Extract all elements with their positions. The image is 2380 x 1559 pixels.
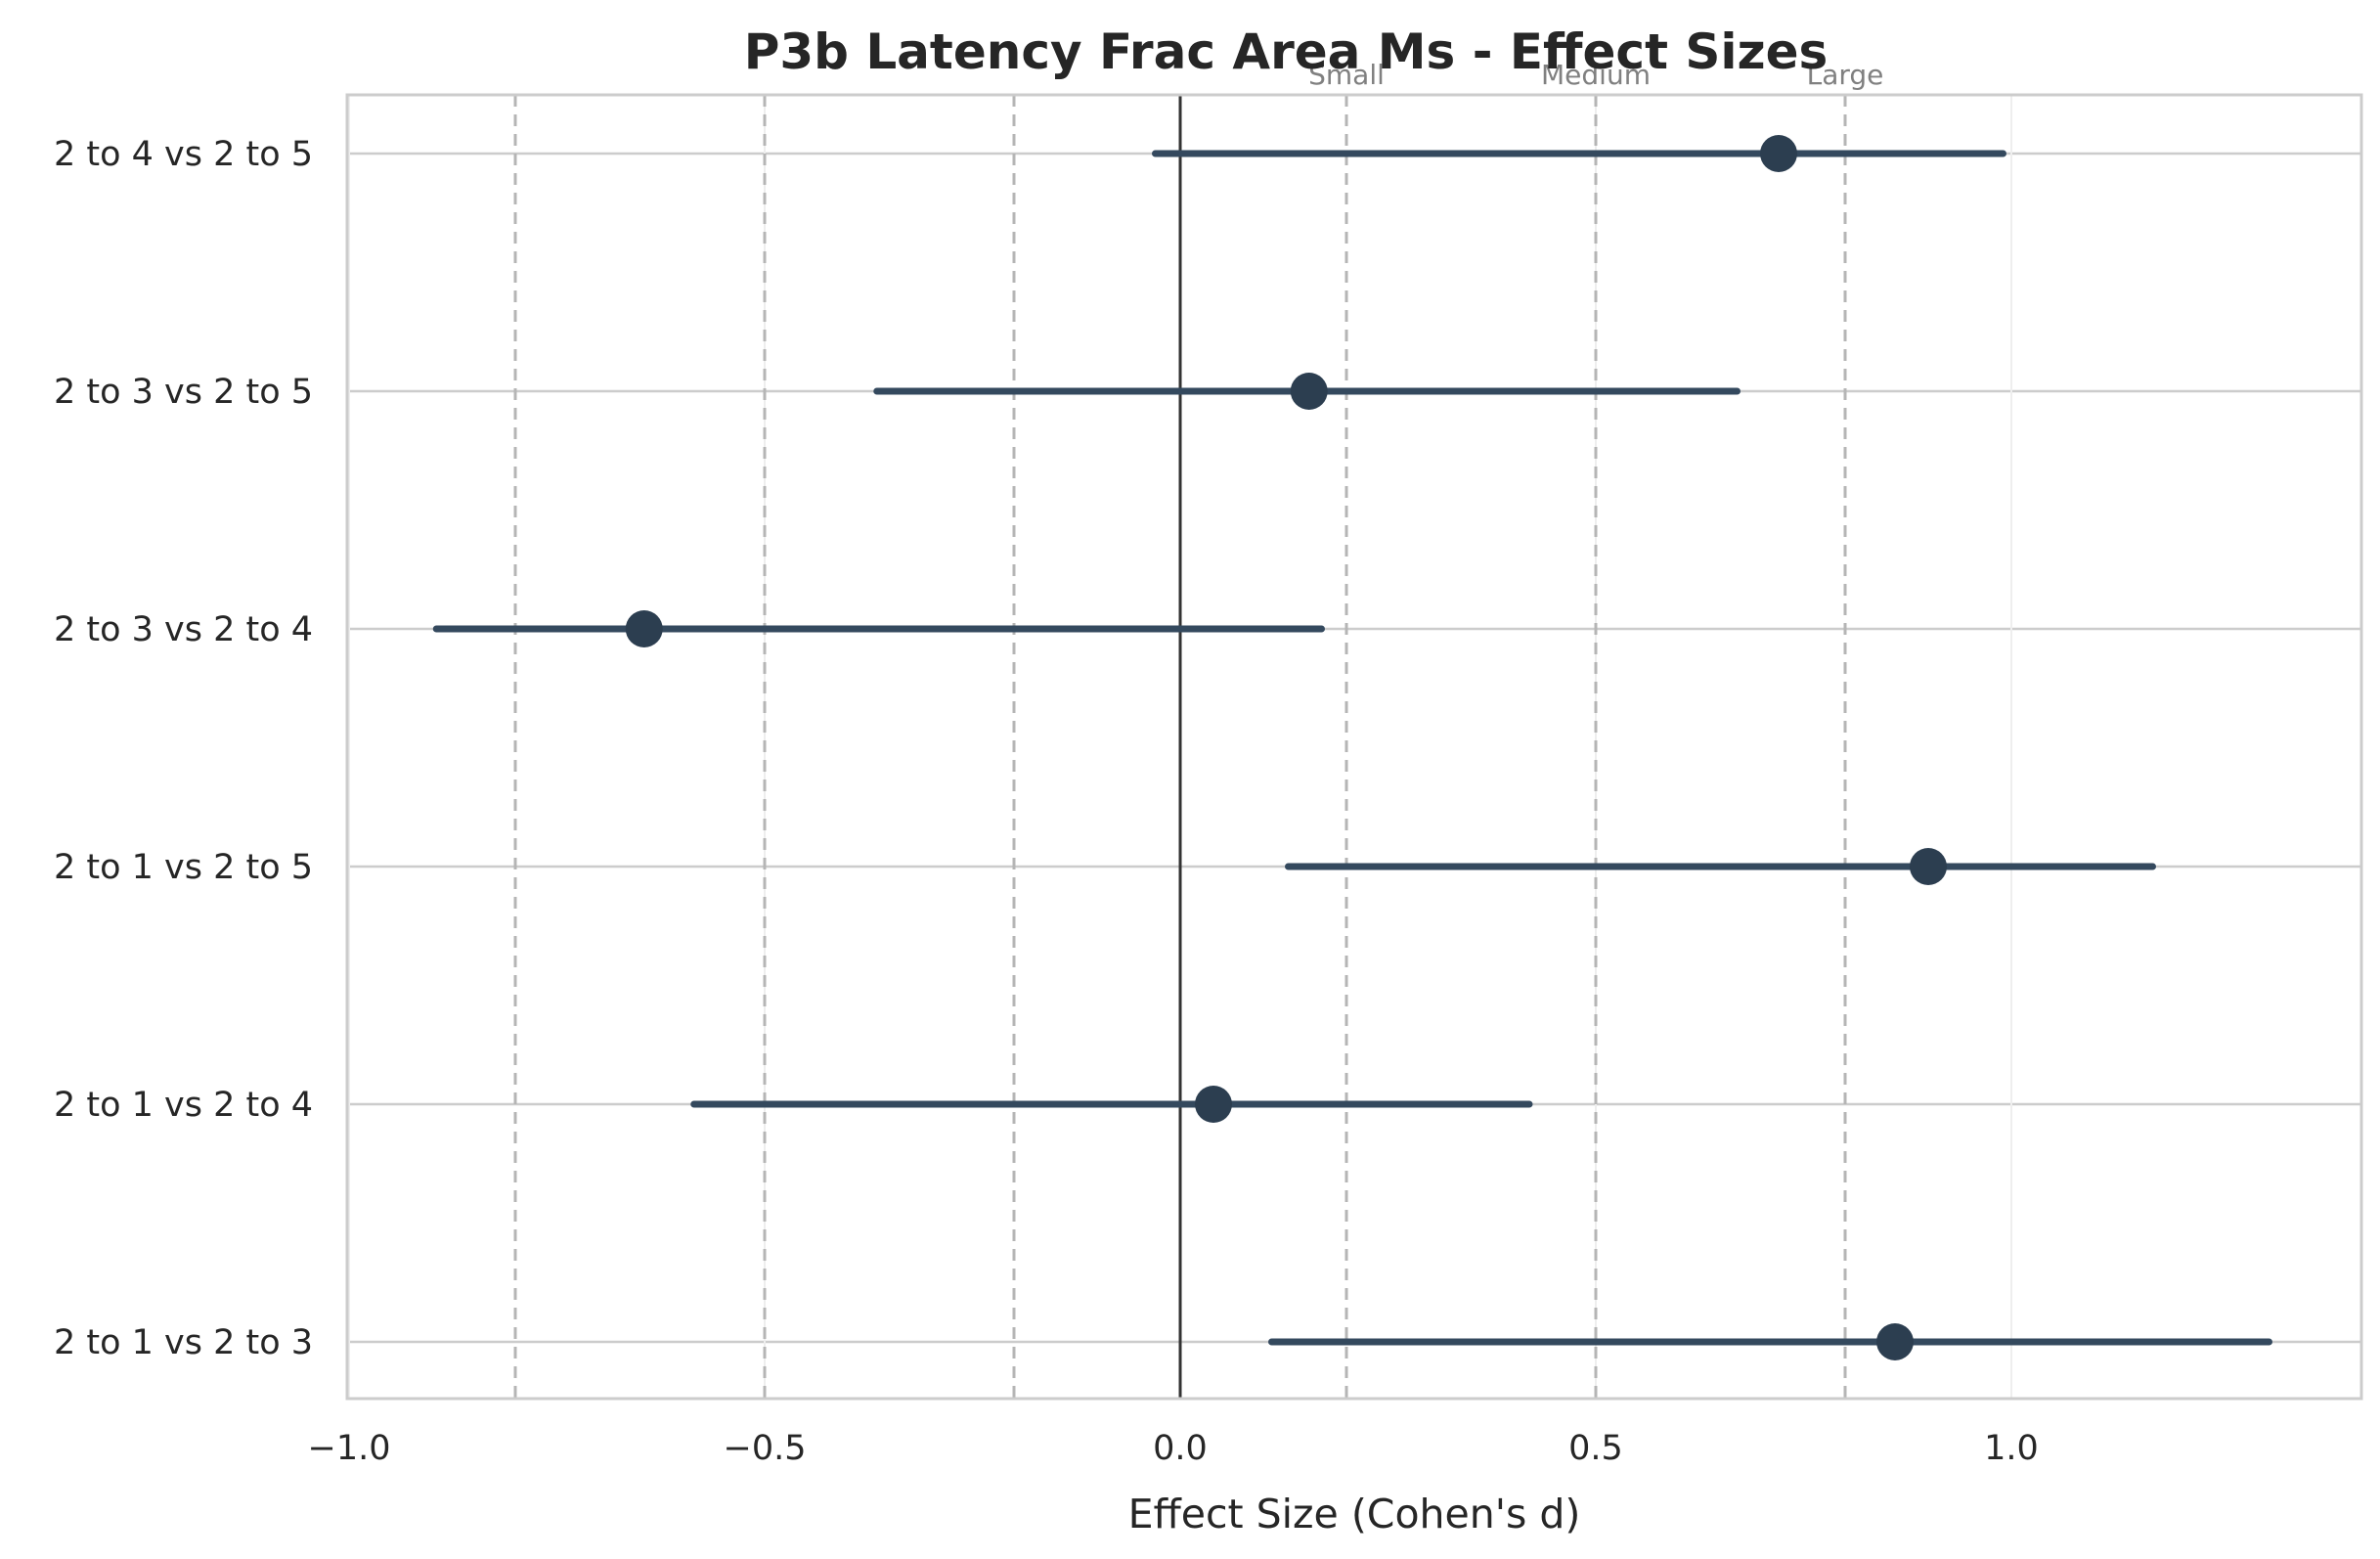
y-tick-label: 2 to 1 vs 2 to 5 xyxy=(54,848,313,887)
y-tick-label: 2 to 3 vs 2 to 5 xyxy=(54,373,313,412)
y-tick-label: 2 to 4 vs 2 to 5 xyxy=(54,135,313,174)
reference-lines xyxy=(513,95,1847,1399)
x-tick-label: −1.0 xyxy=(308,1429,391,1468)
y-tick-labels: 2 to 4 vs 2 to 5 2 to 3 vs 2 to 5 2 to 3 v… xyxy=(54,135,313,1362)
effect-marks xyxy=(432,135,2272,1360)
x-tick-label: 1.0 xyxy=(1984,1429,2039,1468)
plot-frame xyxy=(345,93,2363,1401)
effect-point xyxy=(1760,135,1797,172)
chart-title: P3b Latency Frac Area Ms - Effect Sizes xyxy=(744,23,1829,80)
threshold-label: Medium xyxy=(1541,59,1651,91)
y-tick-label: 2 to 1 vs 2 to 3 xyxy=(54,1323,313,1362)
x-tick-label: −0.5 xyxy=(724,1429,807,1468)
threshold-labels: Small Medium Large xyxy=(1308,59,1883,91)
threshold-label: Small xyxy=(1308,59,1385,91)
effect-point xyxy=(1290,373,1328,410)
x-tick-label: 0.0 xyxy=(1153,1429,1208,1468)
y-tick-label: 2 to 1 vs 2 to 4 xyxy=(54,1086,313,1125)
effect-point xyxy=(1195,1086,1232,1123)
x-tick-labels: −1.0 −0.5 0.0 0.5 1.0 xyxy=(308,1429,2039,1468)
effect-point xyxy=(1910,848,1947,885)
x-tick-label: 0.5 xyxy=(1568,1429,1623,1468)
effect-point xyxy=(1876,1323,1914,1360)
x-axis-label: Effect Size (Cohen's d) xyxy=(1128,1491,1581,1537)
y-tick-label: 2 to 3 vs 2 to 4 xyxy=(54,610,313,649)
effect-point xyxy=(625,610,663,647)
threshold-label: Large xyxy=(1807,59,1884,91)
